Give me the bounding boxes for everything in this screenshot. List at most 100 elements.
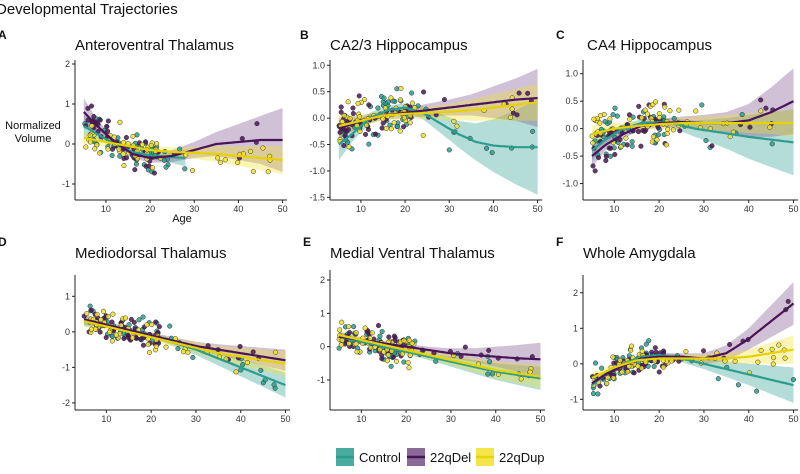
legend-label-22qdel: 22qDel xyxy=(430,450,471,465)
data-point-22qdup xyxy=(625,369,631,375)
data-point-22qdel xyxy=(250,349,256,355)
fit-line-22qdup xyxy=(83,320,286,365)
data-point-22qdel xyxy=(727,341,733,348)
data-point-22qdup xyxy=(755,359,761,365)
data-point-22qdup xyxy=(399,351,405,357)
data-point-22qdel xyxy=(347,330,353,336)
y-tick-label: 0 xyxy=(320,342,325,352)
panel-d: D Mediodorsal Thalamus 10 20 30 40 50 -2 -1 0 1 xyxy=(0,235,291,424)
y-tick-label: 1 xyxy=(65,99,70,109)
data-point-22qdup xyxy=(591,116,597,122)
data-point-22qdel xyxy=(156,324,162,330)
data-point-22qdup xyxy=(397,128,403,134)
panel-letter: E xyxy=(303,235,311,249)
y-axis-label: Normalized Volume xyxy=(5,120,61,145)
data-point-22qdup xyxy=(148,142,154,148)
x-tick-label: 40 xyxy=(236,414,246,424)
data-point-control xyxy=(699,102,705,108)
data-point-22qdup xyxy=(215,155,221,161)
plot-area xyxy=(82,98,283,176)
data-point-22qdup xyxy=(346,324,352,330)
data-point-22qdup xyxy=(618,144,624,150)
plot-area xyxy=(336,319,541,390)
y-tick-label: 2 xyxy=(573,288,578,298)
data-point-control xyxy=(487,359,493,365)
data-point-control xyxy=(612,105,618,111)
y-tick-label: 1 xyxy=(573,323,578,333)
data-point-22qdup xyxy=(109,338,115,344)
data-point-22qdup xyxy=(639,115,645,121)
x-tick-label: 20 xyxy=(146,414,156,424)
data-point-22qdel xyxy=(350,110,356,117)
y-tick-label: 0 xyxy=(573,359,578,369)
data-point-22qdup xyxy=(654,137,660,143)
data-point-22qdup xyxy=(642,107,648,113)
data-point-control xyxy=(753,388,760,394)
data-point-22qdel xyxy=(525,90,531,96)
data-point-control xyxy=(602,118,608,125)
data-point-22qdup xyxy=(610,375,617,381)
data-point-22qdup xyxy=(122,315,128,321)
data-point-control xyxy=(595,391,601,397)
data-point-22qdup xyxy=(518,376,524,382)
panel-letter: B xyxy=(300,28,309,42)
data-point-22qdup xyxy=(163,344,169,350)
data-point-22qdel xyxy=(514,112,520,118)
x-tick-label: 10 xyxy=(101,414,111,424)
data-point-22qdel xyxy=(635,129,642,135)
data-point-22qdup xyxy=(507,114,514,121)
data-point-22qdel xyxy=(105,128,111,134)
data-point-22qdel xyxy=(338,109,344,115)
x-tick-label: 50 xyxy=(281,414,291,424)
legend-label-22qdup: 22qDup xyxy=(499,450,545,465)
data-point-control xyxy=(140,314,146,320)
panel-c: C CA4 Hippocampus 10 20 30 40 50 -1.0 -0.5 0.0 0.5… xyxy=(556,28,799,214)
data-point-22qdup xyxy=(676,107,682,113)
data-point-22qdel xyxy=(590,163,596,169)
data-point-22qdup xyxy=(617,357,623,363)
data-point-22qdup xyxy=(385,352,391,358)
data-point-22qdel xyxy=(638,143,644,149)
data-point-22qdup xyxy=(222,157,228,163)
x-tick-label: 20 xyxy=(401,414,411,424)
data-point-22qdup xyxy=(98,317,104,323)
data-point-22qdup xyxy=(607,116,613,122)
data-point-22qdel xyxy=(636,103,642,109)
data-point-22qdup xyxy=(92,146,98,152)
x-axis-label: Age xyxy=(172,213,192,225)
data-point-22qdel xyxy=(656,369,662,375)
data-point-22qdup xyxy=(401,115,408,121)
data-point-22qdup xyxy=(782,355,788,361)
x-tick-label: 50 xyxy=(789,204,799,214)
y-tick-label: -1 xyxy=(570,394,578,404)
data-point-22qdel xyxy=(337,129,343,135)
data-point-22qdup xyxy=(388,95,394,101)
data-point-22qdel xyxy=(140,342,146,348)
panel-f: F Whole Amygdala 10 20 30 40 50 -1 0 1 2 xyxy=(556,235,799,424)
data-point-22qdup xyxy=(776,342,782,348)
x-tick-label: 50 xyxy=(536,414,546,424)
data-point-22qdup xyxy=(347,116,353,122)
x-tick-label: 50 xyxy=(789,414,799,424)
data-point-22qdup xyxy=(346,341,352,347)
data-point-22qdel xyxy=(151,170,158,176)
data-point-22qdup xyxy=(663,142,669,148)
data-point-22qdup xyxy=(150,165,156,171)
data-point-control xyxy=(182,166,188,172)
data-point-control xyxy=(643,341,649,347)
data-point-22qdel xyxy=(88,103,95,109)
data-point-22qdup xyxy=(337,327,343,333)
data-point-control xyxy=(610,112,616,118)
data-point-22qdup xyxy=(129,335,136,341)
data-point-control xyxy=(485,371,491,377)
data-point-control xyxy=(395,123,401,130)
data-point-22qdup xyxy=(89,123,95,129)
ci-band-22qdel xyxy=(592,68,794,168)
data-point-control xyxy=(590,391,597,397)
data-point-22qdel xyxy=(640,127,646,134)
data-point-22qdel xyxy=(603,153,609,159)
fit-line-control xyxy=(338,335,541,380)
data-point-22qdup xyxy=(509,106,515,112)
data-point-22qdel xyxy=(390,354,396,360)
